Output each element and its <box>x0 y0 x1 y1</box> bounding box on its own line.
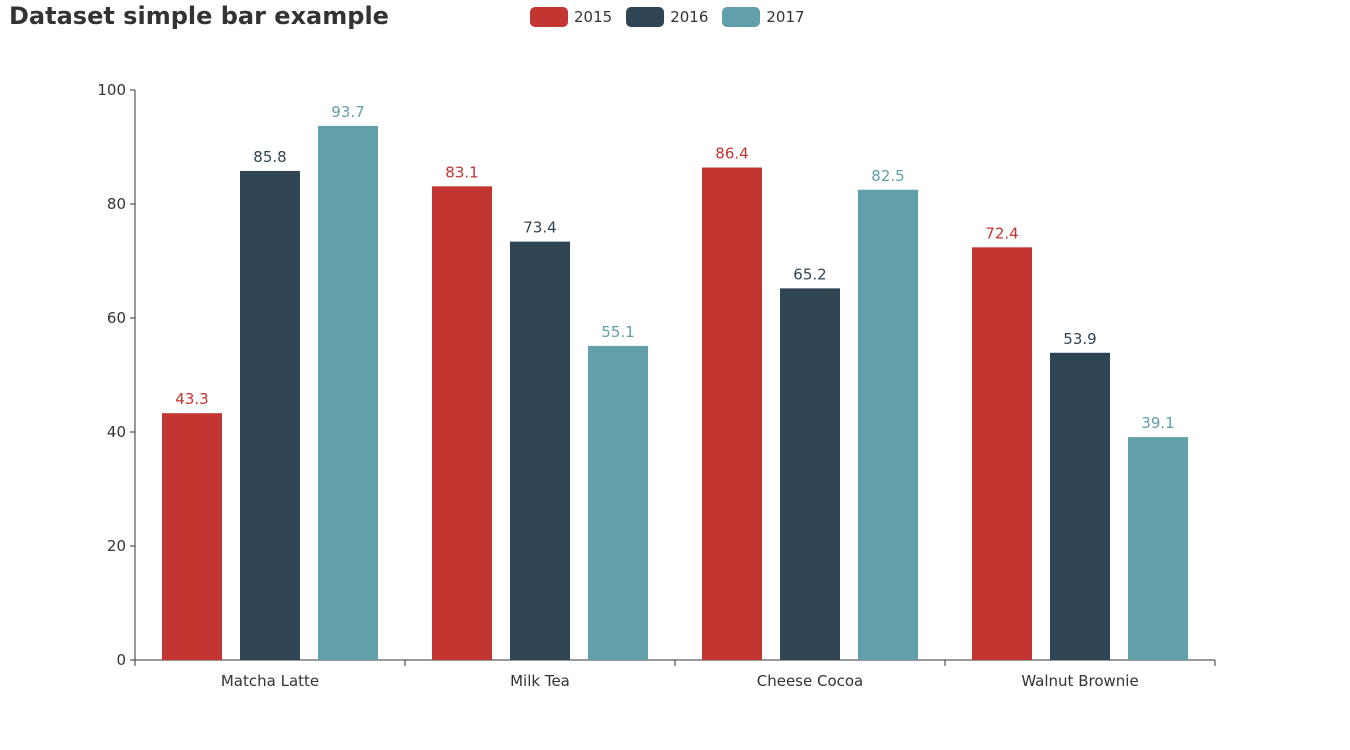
y-tick-label-40: 40 <box>107 423 126 441</box>
y-tick-label-100: 100 <box>97 81 126 99</box>
legend[interactable]: 2015 2016 2017 <box>530 6 819 28</box>
bar-matcha-latte-2017 <box>318 125 378 660</box>
legend-label-2015: 2015 <box>574 8 613 26</box>
legend-item-2016[interactable]: 2016 <box>626 7 708 27</box>
data-label-cheese-cocoa-2017: 82.5 <box>871 167 904 185</box>
chart-title: Dataset simple bar example <box>9 2 389 30</box>
data-label-milk-tea-2015: 83.1 <box>445 163 478 181</box>
data-label-cheese-cocoa-2015: 86.4 <box>715 145 748 163</box>
bar-walnut-brownie-2017 <box>1128 437 1188 660</box>
y-tick-label-60: 60 <box>107 309 126 327</box>
data-label-matcha-latte-2015: 43.3 <box>175 390 208 408</box>
bar-cheese-cocoa-2015 <box>702 167 762 660</box>
bar-milk-tea-2015 <box>432 186 492 660</box>
x-tick-label-walnut-brownie: Walnut Brownie <box>1021 672 1138 690</box>
legend-label-2016: 2016 <box>670 8 709 26</box>
bar-walnut-brownie-2015 <box>972 247 1032 660</box>
legend-item-2015[interactable]: 2015 <box>530 7 612 27</box>
bar-walnut-brownie-2016 <box>1050 352 1110 660</box>
data-label-walnut-brownie-2015: 72.4 <box>985 224 1018 242</box>
data-label-cheese-cocoa-2016: 65.2 <box>793 265 826 283</box>
legend-label-2017: 2017 <box>766 8 805 26</box>
legend-swatch-2017 <box>722 7 761 27</box>
bar-milk-tea-2017 <box>588 345 648 660</box>
x-tick-label-matcha-latte: Matcha Latte <box>221 672 319 690</box>
legend-item-2017[interactable]: 2017 <box>722 7 805 27</box>
bar-milk-tea-2016 <box>510 241 570 660</box>
y-tick-label-20: 20 <box>107 537 126 555</box>
legend-swatch-2016 <box>626 7 665 27</box>
data-label-matcha-latte-2017: 93.7 <box>331 103 364 121</box>
bar-cheese-cocoa-2017 <box>858 189 918 660</box>
data-label-walnut-brownie-2016: 53.9 <box>1063 330 1096 348</box>
x-tick-label-milk-tea: Milk Tea <box>510 672 570 690</box>
legend-swatch-2015 <box>530 7 568 27</box>
bar-cheese-cocoa-2016 <box>780 288 840 660</box>
data-label-milk-tea-2017: 55.1 <box>601 323 634 341</box>
data-label-milk-tea-2016: 73.4 <box>523 219 556 237</box>
data-label-matcha-latte-2016: 85.8 <box>253 148 286 166</box>
x-tick-label-cheese-cocoa: Cheese Cocoa <box>757 672 864 690</box>
y-tick-label-0: 0 <box>116 651 126 669</box>
y-tick-label-80: 80 <box>107 195 126 213</box>
data-label-walnut-brownie-2017: 39.1 <box>1141 414 1174 432</box>
bar-matcha-latte-2015 <box>162 413 222 660</box>
bar-matcha-latte-2016 <box>240 170 300 660</box>
